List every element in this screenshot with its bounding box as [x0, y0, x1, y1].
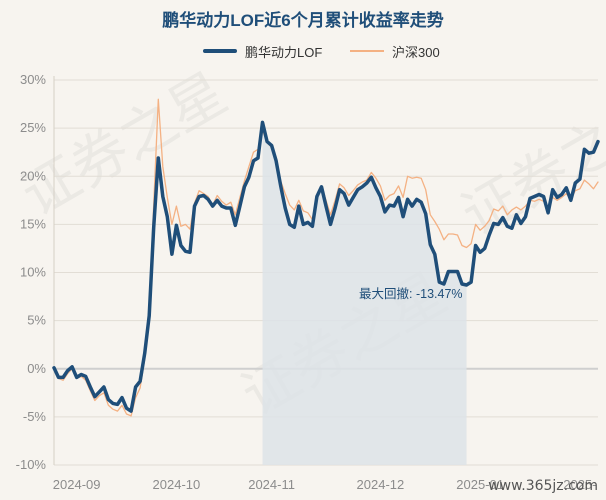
x-tick-label: 2025-01	[456, 477, 504, 492]
legend-label-benchmark: 沪深300	[392, 44, 440, 60]
legend-item-benchmark[interactable]: 沪深300	[350, 40, 440, 62]
y-tick-label: -5%	[23, 409, 47, 424]
y-tick-label: 20%	[20, 168, 46, 183]
y-tick-label: 10%	[20, 265, 46, 280]
max-drawdown-label: 最大回撤: -13.47%	[359, 286, 463, 301]
y-tick-label: 30%	[20, 72, 46, 87]
y-tick-label: 5%	[27, 313, 46, 328]
chart-title: 鹏华动力LOF近6个月累计收益率走势	[162, 11, 444, 30]
x-tick-label: 2024-11	[248, 477, 295, 492]
x-tick-label: 2024-10	[153, 477, 201, 492]
legend-item-fund[interactable]: 鹏华动力LOF	[203, 40, 322, 62]
legend-swatch-benchmark	[350, 50, 384, 52]
legend-swatch-fund	[203, 49, 237, 53]
x-tick-label: 2024-12	[357, 477, 405, 492]
y-tick-label: 15%	[20, 216, 46, 231]
y-tick-label: -10%	[16, 457, 47, 472]
max-drawdown-area	[262, 122, 467, 465]
y-tick-label: 0%	[27, 361, 46, 376]
legend: 鹏华动力LOF 沪深300	[0, 40, 606, 62]
legend-label-fund: 鹏华动力LOF	[245, 44, 323, 60]
series-line-fund	[52, 120, 600, 413]
x-tick-label: 2024-09	[53, 477, 101, 492]
x-tick-label: 2025-	[563, 477, 596, 492]
y-tick-label: 25%	[20, 120, 46, 135]
site-mark: www.365jz.com	[488, 478, 598, 494]
